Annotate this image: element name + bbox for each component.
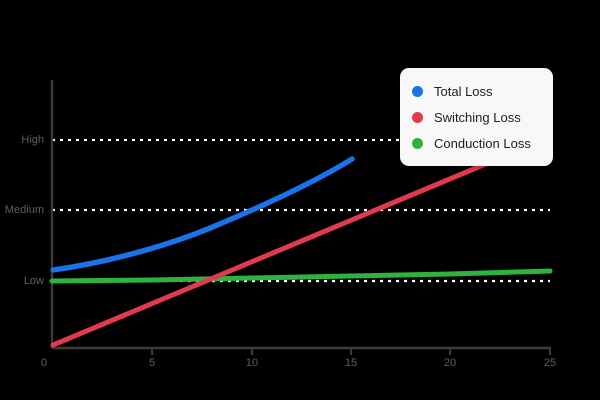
x-tick-label-10: 10 — [245, 357, 259, 369]
legend-label-conduction-loss: Conduction Loss — [434, 135, 531, 151]
legend-item-total-loss[interactable]: Total Loss — [412, 78, 539, 104]
y-tick-label-medium: Medium — [4, 204, 44, 216]
legend-label-switching-loss: Switching Loss — [434, 109, 521, 125]
series-line-switching-loss — [50, 134, 553, 348]
legend-item-switching-loss[interactable]: Switching Loss — [412, 104, 539, 130]
x-tick-label-15: 15 — [344, 357, 358, 369]
legend-label-total-loss: Total Loss — [434, 83, 493, 99]
legend-marker-circle-icon — [412, 85, 423, 97]
series-line-total-loss — [50, 156, 355, 273]
legend-marker-circle-icon — [412, 137, 423, 149]
y-tick-label-high: High — [21, 134, 44, 146]
x-tick-label-0: 0 — [40, 357, 48, 369]
y-tick-label-low: Low — [23, 275, 44, 287]
chart-legend: Total Loss Switching Loss Conduction Los… — [400, 68, 553, 166]
x-tick-marks — [150, 348, 552, 355]
legend-item-conduction-loss[interactable]: Conduction Loss — [412, 130, 539, 156]
axis-lines — [50, 80, 551, 350]
legend-marker-circle-icon — [412, 111, 423, 123]
x-tick-label-5: 5 — [148, 357, 156, 369]
x-tick-label-25: 25 — [543, 357, 557, 369]
series-line-conduction-loss — [49, 268, 553, 284]
x-tick-label-20: 20 — [443, 357, 457, 369]
